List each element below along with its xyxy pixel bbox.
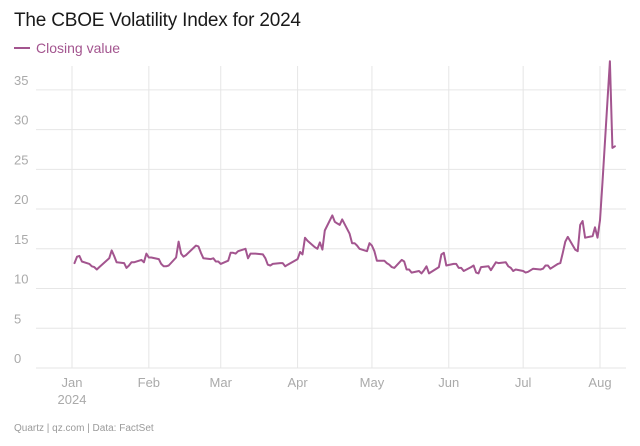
source-note: Quartz | qz.com | Data: FactSet	[14, 423, 154, 434]
legend-swatch	[14, 47, 30, 49]
x-tick-label-jun: Jun	[438, 375, 459, 390]
x-tick-label-mar: Mar	[210, 375, 233, 390]
y-tick-label-0: 0	[14, 351, 21, 366]
legend-label: Closing value	[36, 40, 121, 56]
y-tick-label-35: 35	[14, 73, 28, 88]
chart-title: The CBOE Volatility Index for 2024	[14, 10, 301, 31]
x-tick-label-feb: Feb	[138, 375, 160, 390]
x-tick-label-jan: Jan	[62, 375, 83, 390]
y-tick-label-25: 25	[14, 152, 28, 167]
series-line-closing-value	[73, 60, 616, 275]
x-tick-label-apr: Apr	[287, 375, 308, 390]
x-axis: Jan 2024 Feb Mar Apr May Jun Jul Aug	[58, 375, 612, 407]
y-tick-label-20: 20	[14, 192, 28, 207]
y-tick-label-30: 30	[14, 113, 28, 128]
legend: Closing value	[14, 40, 120, 56]
x-tick-sublabel: 2024	[58, 392, 87, 407]
y-tick-label-5: 5	[14, 311, 21, 326]
line-chart: 0 5 10 15 20 25 30 35 Jan 2024 Feb Mar Apr May Jun Jul…	[14, 60, 626, 407]
y-tick-label-15: 15	[14, 232, 28, 247]
x-tick-label-aug: Aug	[588, 375, 611, 390]
y-axis: 0 5 10 15 20 25 30 35	[14, 73, 28, 366]
grid	[36, 66, 626, 369]
y-tick-label-10: 10	[14, 272, 28, 287]
series-layer	[73, 60, 616, 275]
x-tick-label-may: May	[360, 375, 385, 390]
x-tick-label-jul: Jul	[515, 375, 532, 390]
